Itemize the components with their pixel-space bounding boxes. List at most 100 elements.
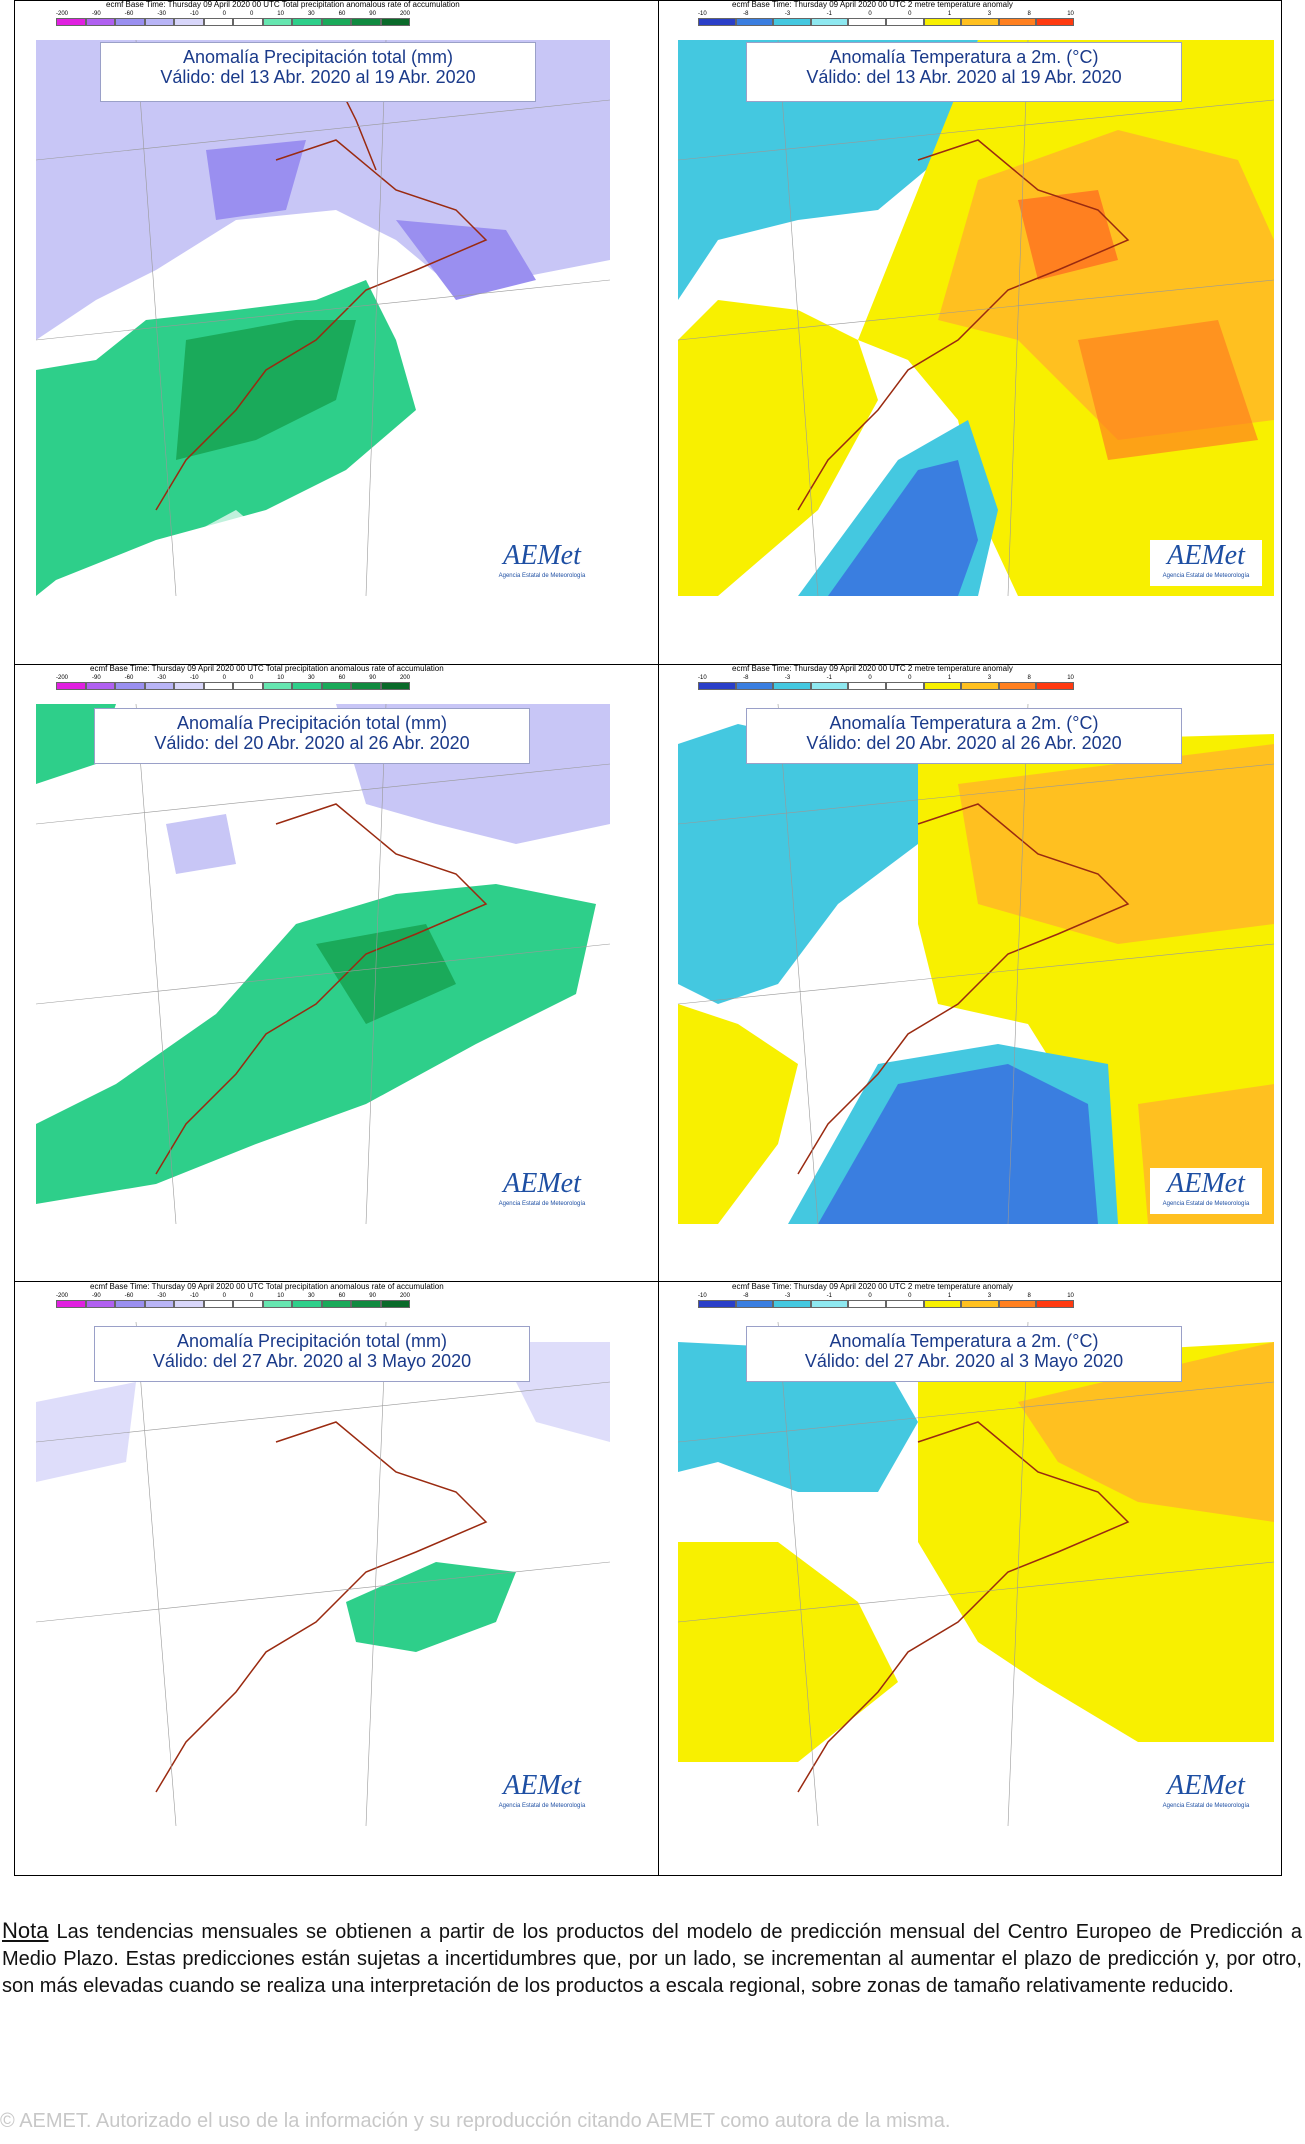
scale-swatch [885, 682, 924, 690]
map-image [678, 40, 1274, 596]
scale-swatch [698, 682, 736, 690]
scale-bar [698, 1300, 1074, 1308]
scale-tick-label: 90 [369, 1293, 376, 1299]
map-header: ecmf Base Time: Thursday 09 April 2020 0… [36, 0, 610, 10]
scale-tick-label: 30 [307, 1293, 315, 1299]
scale-swatch [810, 18, 849, 26]
map-valid-range: Válido: del 20 Abr. 2020 al 26 Abr. 2020 [154, 733, 470, 753]
temp-anomaly-map-week3: ecmf Base Time: Thursday 09 April 2020 0… [678, 1282, 1274, 1826]
scale-swatch [998, 1300, 1037, 1308]
scale-tick-label: -200 [56, 675, 69, 681]
scale-swatch [885, 18, 924, 26]
map-title-box: Anomalía Temperatura a 2m. (°C) Válido: … [746, 1326, 1182, 1382]
map-header: ecmf Base Time: Thursday 09 April 2020 0… [678, 1282, 1274, 1292]
scale-tick-label: 10 [277, 11, 284, 17]
scale-swatch [144, 682, 174, 690]
scale-swatch [115, 1300, 145, 1308]
scale-tick-label: -200 [56, 11, 69, 17]
scale-tick-label: 0 [222, 1293, 226, 1299]
scale-tick-label: 0 [868, 675, 872, 681]
row-divider [15, 1281, 1281, 1282]
scale-tick-label: 1 [947, 675, 952, 681]
scale-tick-label: 0 [249, 675, 254, 681]
scale-swatch [1036, 682, 1074, 690]
scale-tick-label: 0 [222, 11, 226, 17]
map-title: Anomalía Precipitación total (mm) [182, 47, 454, 67]
note-text: Las tendencias mensuales se obtienen a p… [2, 1921, 1302, 1997]
scale-tick-label: -60 [124, 11, 134, 17]
scale-tick-label: -3 [784, 1293, 791, 1299]
scale-tick-label: 0 [908, 675, 912, 681]
scale-tick-label: 60 [338, 1293, 346, 1299]
color-scale: -200 -90 -60 -30 -10 0 0 10 30 60 90 200 [36, 1293, 610, 1309]
scale-tick-label: -1 [826, 11, 832, 17]
map-header-text: ecmf Base Time: Thursday 09 April 2020 0… [732, 0, 1013, 9]
scale-tick-label: -3 [784, 11, 791, 17]
scale-swatch [203, 682, 233, 690]
aemet-logo-subtitle: Agencia Estatal de Meteorología [1162, 573, 1250, 579]
map-valid-range: Válido: del 20 Abr. 2020 al 26 Abr. 2020 [806, 733, 1122, 753]
scale-swatch [233, 1300, 263, 1308]
scale-swatch [144, 1300, 174, 1308]
scale-tick-label: 0 [908, 1293, 912, 1299]
scale-ticks: -10 -8 -3 -1 0 0 1 3 8 10 [698, 1293, 1074, 1299]
scale-swatch [203, 18, 233, 26]
map-valid-range: Válido: del 13 Abr. 2020 al 19 Abr. 2020 [160, 67, 476, 87]
scale-tick-label: -10 [189, 675, 199, 681]
scale-swatch [85, 1300, 115, 1308]
map-image [678, 1322, 1274, 1826]
scale-tick-label: 200 [399, 675, 410, 681]
scale-tick-label: -60 [124, 1293, 134, 1299]
scale-swatch [292, 1300, 322, 1308]
scale-tick-label: -30 [157, 1293, 166, 1299]
scale-tick-label: -30 [157, 11, 166, 17]
scale-tick-label: 8 [1027, 11, 1031, 17]
scale-swatch [115, 18, 145, 26]
scale-swatch [56, 1300, 86, 1308]
scale-tick-label: 1 [947, 1293, 952, 1299]
scale-swatch [321, 18, 351, 26]
aemet-logo-text: AEMet [503, 540, 581, 571]
scale-tick-label: 0 [222, 675, 226, 681]
scale-tick-label: 0 [249, 11, 254, 17]
map-title-box: Anomalía Precipitación total (mm) Válido… [94, 708, 530, 764]
scale-swatch [923, 682, 962, 690]
precip-anomaly-map-week1: ecmf Base Time: Thursday 09 April 2020 0… [36, 0, 610, 596]
aemet-logo-subtitle: Agencia Estatal de Meteorología [498, 1803, 586, 1809]
scale-swatch [262, 18, 292, 26]
scale-tick-label: 30 [307, 675, 315, 681]
aemet-logo: AEMet Agencia Estatal de Meteorología [486, 540, 598, 586]
copyright-footer: © AEMET. Autorizado el uso de la informa… [0, 2110, 951, 2132]
scale-swatch [351, 18, 381, 26]
map-title: Anomalía Precipitación total (mm) [176, 1331, 448, 1351]
color-scale: -200 -90 -60 -30 -10 0 0 10 30 60 90 200 [36, 11, 610, 27]
scale-swatch [380, 18, 410, 26]
map-title: Anomalía Temperatura a 2m. (°C) [829, 47, 1099, 67]
scale-swatch [735, 682, 774, 690]
scale-tick-label: 200 [399, 11, 410, 17]
aemet-logo: AEMet Agencia Estatal de Meteorología [1150, 1168, 1262, 1214]
map-title: Anomalía Temperatura a 2m. (°C) [829, 713, 1099, 733]
scale-swatch [773, 18, 811, 26]
scale-swatch [923, 1300, 962, 1308]
scale-tick-label: -1 [826, 675, 832, 681]
scale-swatch [848, 1300, 886, 1308]
map-header: ecmf Base Time: Thursday 09 April 2020 0… [678, 664, 1274, 674]
map-header: ecmf Base Time: Thursday 09 April 2020 0… [36, 1282, 610, 1292]
scale-swatch [698, 18, 736, 26]
scale-bar [56, 682, 410, 690]
temp-anomaly-map-week2: ecmf Base Time: Thursday 09 April 2020 0… [678, 664, 1274, 1224]
map-title: Anomalía Temperatura a 2m. (°C) [829, 1331, 1099, 1351]
map-title-box: Anomalía Temperatura a 2m. (°C) Válido: … [746, 42, 1182, 102]
scale-swatch [735, 1300, 774, 1308]
aemet-logo-text: AEMet [1167, 1168, 1245, 1199]
scale-bar [698, 18, 1074, 26]
scale-tick-label: 3 [987, 675, 992, 681]
scale-tick-label: 30 [307, 11, 315, 17]
scale-tick-label: -90 [92, 675, 101, 681]
aemet-logo-subtitle: Agencia Estatal de Meteorología [498, 1201, 586, 1207]
scale-swatch [292, 18, 322, 26]
aemet-logo-subtitle: Agencia Estatal de Meteorología [1162, 1803, 1250, 1809]
scale-ticks: -10 -8 -3 -1 0 0 1 3 8 10 [698, 675, 1074, 681]
scale-tick-label: 200 [399, 1293, 410, 1299]
